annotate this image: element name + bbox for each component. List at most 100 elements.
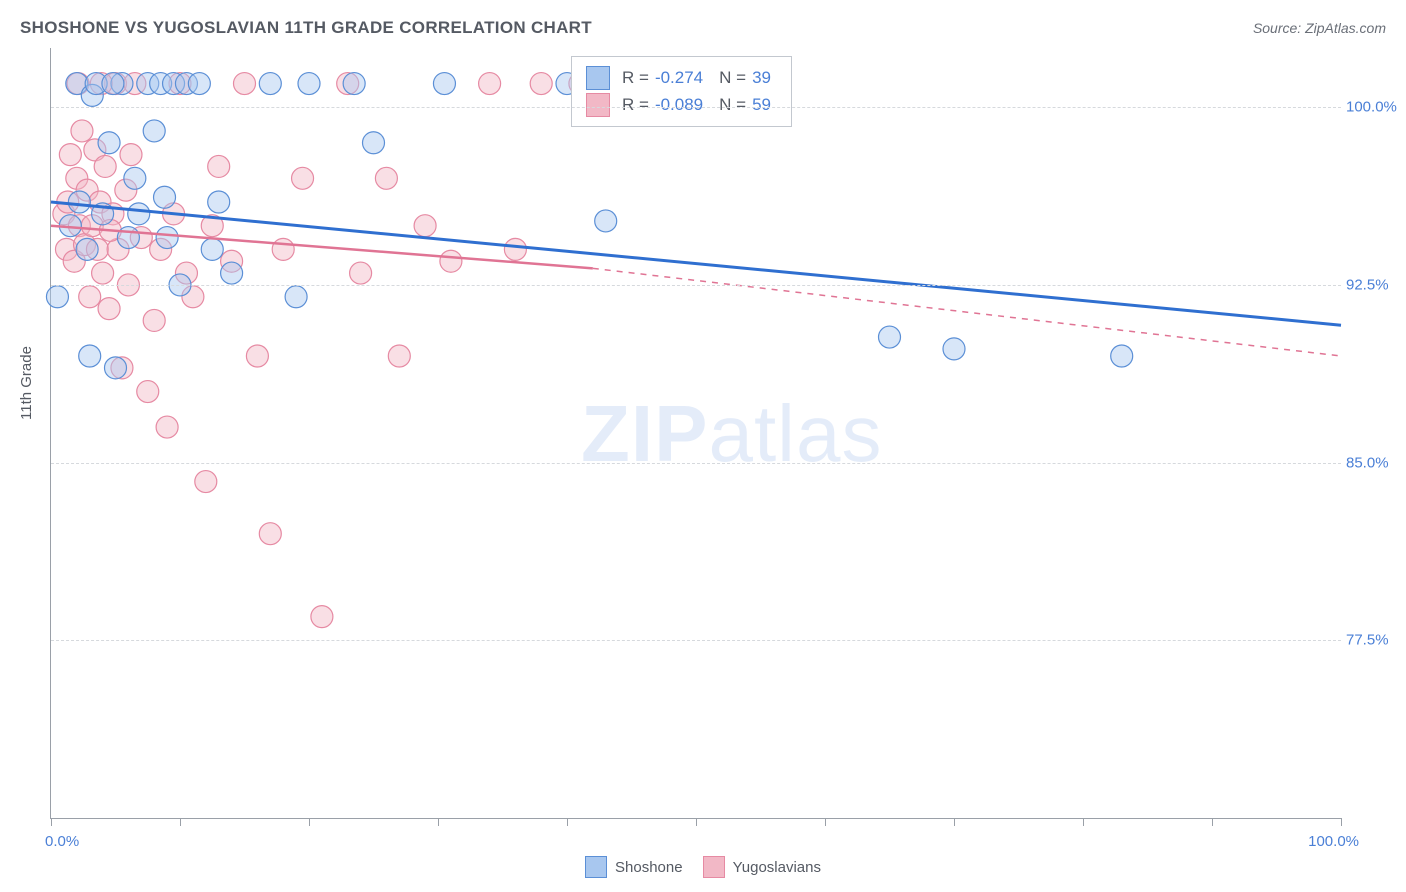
scatter-point [102, 73, 124, 95]
stats-n-value: 39 [752, 68, 771, 88]
y-tick-label: 92.5% [1346, 276, 1401, 293]
plot-area: ZIPatlas R = -0.274N = 39R = -0.089N = 5… [50, 48, 1341, 819]
chart-svg [51, 48, 1341, 818]
scatter-point [440, 250, 462, 272]
legend-label: Yugoslavians [733, 859, 821, 876]
stats-row: R = -0.089 N = 59 [586, 93, 777, 117]
y-tick-label: 77.5% [1346, 632, 1401, 649]
scatter-point [414, 215, 436, 237]
scatter-point [98, 132, 120, 154]
stats-swatch [586, 93, 610, 117]
stats-n-label: N = [719, 68, 746, 88]
x-tick [825, 818, 826, 826]
x-tick [1341, 818, 1342, 826]
x-tick [954, 818, 955, 826]
scatter-point [343, 73, 365, 95]
x-tick [1083, 818, 1084, 826]
scatter-point [94, 155, 116, 177]
scatter-point [246, 345, 268, 367]
stats-r-value: -0.089 [655, 95, 703, 115]
scatter-point [128, 203, 150, 225]
scatter-point [154, 186, 176, 208]
gridline-h [51, 285, 1341, 286]
trend-line [51, 202, 1341, 325]
scatter-point [143, 120, 165, 142]
y-tick-label: 100.0% [1346, 99, 1401, 116]
scatter-point [201, 238, 223, 260]
scatter-point [156, 227, 178, 249]
legend-bottom: Shoshone Yugoslavians [0, 856, 1406, 882]
stats-row: R = -0.274 N = 39 [586, 66, 777, 90]
scatter-point [363, 132, 385, 154]
stats-n-label: N = [719, 95, 746, 115]
legend-swatch [585, 856, 607, 878]
legend-item: Yugoslavians [703, 856, 821, 878]
x-tick [180, 818, 181, 826]
trend-line-dashed [593, 268, 1341, 356]
stats-r-label: R = [622, 95, 649, 115]
scatter-point [479, 73, 501, 95]
stats-r-value: -0.274 [655, 68, 703, 88]
stats-legend-box: R = -0.274 N = 39 R = -0.089 N = 59 [571, 56, 792, 127]
scatter-point [120, 144, 142, 166]
x-tick [51, 818, 52, 826]
scatter-point [433, 73, 455, 95]
chart-title: SHOSHONE VS YUGOSLAVIAN 11TH GRADE CORRE… [20, 18, 592, 38]
scatter-point [105, 357, 127, 379]
scatter-point [234, 73, 256, 95]
scatter-point [137, 381, 159, 403]
scatter-point [298, 73, 320, 95]
scatter-point [79, 345, 101, 367]
scatter-point [1111, 345, 1133, 367]
x-tick [309, 818, 310, 826]
y-tick-label: 85.0% [1346, 454, 1401, 471]
x-tick [1212, 818, 1213, 826]
scatter-point [292, 167, 314, 189]
gridline-h [51, 640, 1341, 641]
x-tick [567, 818, 568, 826]
scatter-point [272, 238, 294, 260]
gridline-h [51, 107, 1341, 108]
scatter-point [221, 262, 243, 284]
scatter-point [59, 144, 81, 166]
x-max-label: 100.0% [1308, 833, 1359, 850]
scatter-point [208, 155, 230, 177]
scatter-point [92, 262, 114, 284]
legend-item: Shoshone [585, 856, 683, 878]
legend-swatch [703, 856, 725, 878]
scatter-point [311, 606, 333, 628]
scatter-point [117, 227, 139, 249]
scatter-point [375, 167, 397, 189]
stats-r-label: R = [622, 68, 649, 88]
scatter-point [879, 326, 901, 348]
scatter-point [388, 345, 410, 367]
source-label: Source: ZipAtlas.com [1253, 20, 1386, 36]
scatter-point [156, 416, 178, 438]
stats-swatch [586, 66, 610, 90]
x-min-label: 0.0% [45, 833, 79, 850]
y-axis-label: 11th Grade [18, 346, 35, 420]
scatter-point [504, 238, 526, 260]
scatter-point [943, 338, 965, 360]
scatter-point [71, 120, 93, 142]
scatter-point [195, 471, 217, 493]
scatter-point [350, 262, 372, 284]
scatter-point [143, 309, 165, 331]
x-tick [438, 818, 439, 826]
scatter-point [285, 286, 307, 308]
scatter-point [188, 73, 210, 95]
stats-n-value: 59 [752, 95, 771, 115]
scatter-point [530, 73, 552, 95]
scatter-point [259, 73, 281, 95]
scatter-point [259, 523, 281, 545]
scatter-point [208, 191, 230, 213]
scatter-point [124, 167, 146, 189]
x-tick [696, 818, 697, 826]
scatter-point [98, 298, 120, 320]
scatter-point [76, 238, 98, 260]
legend-label: Shoshone [615, 859, 683, 876]
gridline-h [51, 463, 1341, 464]
scatter-point [595, 210, 617, 232]
scatter-point [46, 286, 68, 308]
scatter-point [68, 191, 90, 213]
